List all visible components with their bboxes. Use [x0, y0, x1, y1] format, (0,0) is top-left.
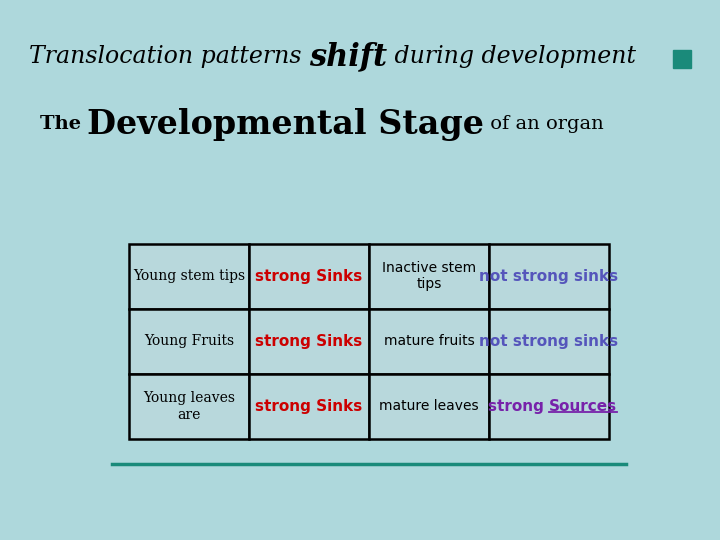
Bar	[369, 309, 489, 374]
Bar	[489, 374, 609, 439]
Bar	[129, 244, 249, 309]
Text: Young Fruits: Young Fruits	[144, 334, 234, 348]
Bar	[489, 309, 609, 374]
Text: The: The	[40, 115, 87, 133]
Text: strong Sinks: strong Sinks	[256, 269, 363, 284]
Text: Inactive stem
tips: Inactive stem tips	[382, 261, 476, 291]
Text: during development: during development	[387, 45, 636, 68]
Text: Developmental Stage: Developmental Stage	[87, 107, 485, 141]
Bar	[249, 244, 369, 309]
Text: strong: strong	[488, 399, 549, 414]
Bar	[129, 309, 249, 374]
Text: Sources: Sources	[549, 399, 617, 414]
Text: not strong sinks: not strong sinks	[480, 334, 618, 349]
Bar	[673, 50, 691, 68]
Text: not strong sinks: not strong sinks	[480, 269, 618, 284]
Text: mature fruits: mature fruits	[384, 334, 474, 348]
Bar	[489, 244, 609, 309]
Text: strong Sinks: strong Sinks	[256, 334, 363, 349]
Bar	[129, 374, 249, 439]
Text: mature leaves: mature leaves	[379, 400, 479, 414]
Bar	[369, 244, 489, 309]
Bar	[369, 374, 489, 439]
Text: Young leaves
are: Young leaves are	[143, 392, 235, 422]
Text: of an organ: of an organ	[485, 115, 604, 133]
Text: Young stem tips: Young stem tips	[133, 269, 245, 283]
Text: shift: shift	[309, 41, 387, 72]
Bar	[249, 309, 369, 374]
Text: strong Sinks: strong Sinks	[256, 399, 363, 414]
Text: Translocation patterns: Translocation patterns	[29, 45, 309, 68]
Bar	[249, 374, 369, 439]
